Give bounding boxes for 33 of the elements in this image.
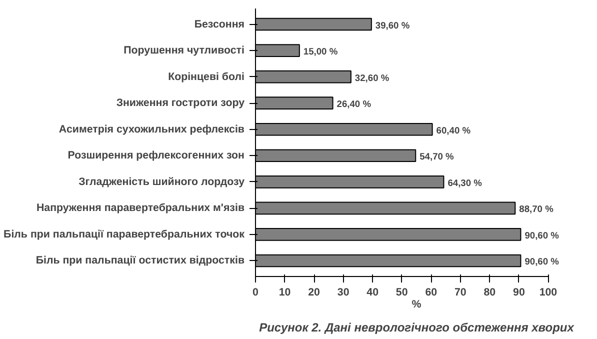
y-tick-label: Асиметрія сухожильних рефлексів: [58, 123, 245, 136]
data-label: 64,30 %: [448, 178, 483, 188]
y-tick-label: Біль при пальпації паравертебральних точок: [4, 228, 246, 240]
y-tick-label: Зниження гостроти зору: [116, 97, 245, 110]
data-label: 60,40 %: [436, 125, 472, 136]
data-label: 32,60 %: [354, 72, 390, 83]
x-tick-label: 80: [484, 286, 496, 298]
data-label: 90,60 %: [524, 230, 560, 240]
x-tick-label: 0: [252, 286, 259, 298]
data-label: 88,70 %: [519, 204, 554, 214]
x-tick-label: 70: [454, 286, 466, 298]
y-tick-label: Напруження паравертебральних м'язів: [36, 202, 245, 214]
x-tick-label: 90: [513, 286, 525, 298]
x-tick-label: 40: [366, 286, 379, 298]
x-tick-label: 30: [337, 286, 350, 298]
y-tick-label: Згладженість шийного лордозу: [78, 176, 245, 188]
x-tick-label: 100: [539, 286, 558, 298]
data-label: 15,00 %: [303, 46, 338, 57]
x-tick-label: 20: [308, 286, 320, 298]
y-tick-label: Біль при пальпації остистих відростків: [36, 254, 245, 267]
data-label: 54,70 %: [420, 152, 455, 162]
y-tick-label: Безсоння: [194, 18, 245, 30]
x-axis-title: %: [412, 298, 422, 310]
y-tick-label: Порушення чутливості: [124, 44, 245, 57]
x-tick-label: 10: [278, 286, 291, 298]
text: Рисунок 2. Дані неврологічного обстеження хворих: [259, 320, 576, 334]
data-label: 26,40 %: [336, 99, 372, 110]
data-label: 90,60 %: [524, 256, 560, 267]
data-label: 39,60 %: [375, 20, 410, 30]
x-tick-label: 60: [425, 286, 438, 298]
x-tick-label: 50: [396, 286, 408, 298]
y-tick-label: Корінцеві болі: [168, 70, 245, 83]
y-tick-label: Розширення рефлексогенних зон: [68, 150, 245, 162]
